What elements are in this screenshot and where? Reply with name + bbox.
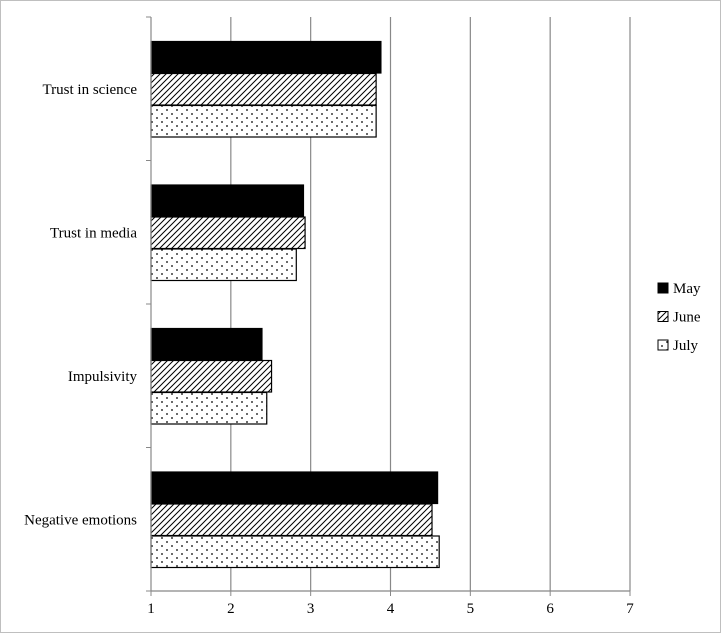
bar-may-impulsivity (150, 327, 263, 361)
x-tick-label-2: 2 (227, 601, 235, 617)
x-tick-label-7: 7 (626, 601, 634, 617)
legend-label-may: May (673, 281, 701, 297)
bar-june-impulsivity (150, 359, 273, 393)
bar-may-trust-in-science (150, 40, 382, 74)
bar-july-negative-emotions (150, 535, 440, 569)
legend-swatch-june (657, 311, 669, 322)
x-tick-label-4: 4 (387, 601, 395, 617)
category-label-impulsivity: Impulsivity (68, 369, 138, 385)
x-tick-label-5: 5 (467, 601, 475, 617)
x-tick-label-1: 1 (147, 601, 155, 617)
bar-july-trust-in-media (150, 248, 297, 282)
legend-swatch-may (657, 282, 669, 294)
legend-label-june: June (673, 310, 701, 326)
category-label-negative-emotions: Negative emotions (24, 512, 137, 528)
legend: May June July (657, 281, 701, 354)
x-tick-label-3: 3 (307, 601, 315, 617)
legend-swatch-july (657, 339, 669, 351)
axes (146, 16, 631, 596)
x-tick-labels: 1 2 3 4 5 6 7 (147, 601, 634, 617)
bar-july-trust-in-science (150, 104, 377, 138)
x-tick-label-6: 6 (546, 601, 554, 617)
legend-label-july: July (673, 338, 699, 354)
category-label-trust-in-media: Trust in media (50, 225, 137, 241)
category-labels: Trust in science Trust in media Impulsivit… (24, 82, 137, 529)
bar-june-trust-in-media (150, 216, 306, 250)
bar-may-negative-emotions (150, 471, 439, 505)
category-label-trust-in-science: Trust in science (43, 82, 138, 98)
bar-june-trust-in-science (150, 72, 377, 106)
bars (150, 40, 440, 569)
bar-june-negative-emotions (150, 503, 433, 537)
bar-may-trust-in-media (150, 184, 305, 218)
bar-july-impulsivity (150, 391, 268, 425)
